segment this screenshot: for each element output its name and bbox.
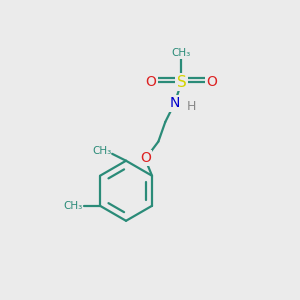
Text: CH₃: CH₃ <box>64 201 83 211</box>
Text: CH₃: CH₃ <box>172 48 191 58</box>
Text: H: H <box>187 100 196 113</box>
Text: O: O <box>206 75 218 89</box>
Text: N: N <box>169 97 180 110</box>
Text: O: O <box>140 151 151 165</box>
Text: CH₃: CH₃ <box>92 146 111 156</box>
Text: S: S <box>177 75 186 90</box>
Text: O: O <box>146 75 156 89</box>
